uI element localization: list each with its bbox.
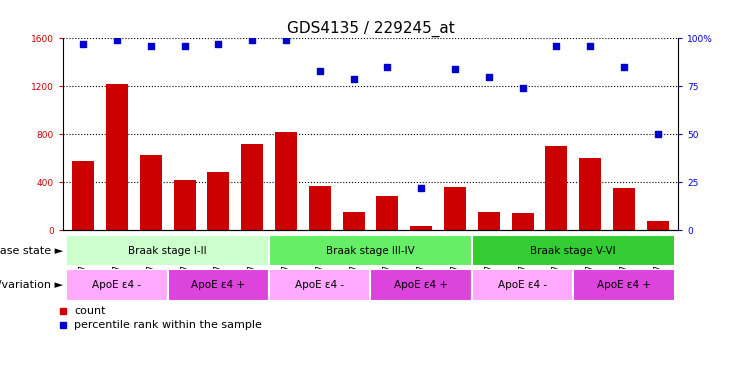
Bar [207,172,230,230]
Bar [647,221,668,230]
Point [584,43,596,49]
Text: ApoE ε4 -: ApoE ε4 - [93,280,142,290]
Point [382,64,393,70]
Bar [67,270,167,301]
Bar [472,235,674,266]
Point [652,131,664,137]
Point [415,185,427,191]
Point [213,41,225,47]
Bar [574,270,674,301]
Point [449,66,461,72]
Text: ApoE ε4 +: ApoE ε4 + [597,280,651,290]
Bar [472,270,574,301]
Bar [511,213,534,230]
Point [314,68,326,74]
Text: ApoE ε4 +: ApoE ε4 + [191,280,245,290]
Bar [613,188,635,230]
Text: disease state ►: disease state ► [0,245,63,256]
Text: Braak stage V-VI: Braak stage V-VI [531,245,616,256]
Point [246,37,258,43]
Bar [269,235,472,266]
Bar [376,195,399,230]
Point [77,41,89,47]
Bar [269,270,370,301]
Bar [242,144,263,230]
Point [145,43,157,49]
Point [348,76,359,82]
Bar [370,270,472,301]
Point [111,37,123,43]
Point [280,37,292,43]
Point [618,64,630,70]
Point [179,43,190,49]
Text: ApoE ε4 -: ApoE ε4 - [295,280,345,290]
Bar [73,161,94,230]
Bar [275,132,297,230]
Text: Braak stage I-II: Braak stage I-II [128,245,207,256]
Bar [478,212,499,230]
Text: percentile rank within the sample: percentile rank within the sample [74,320,262,330]
Title: GDS4135 / 229245_at: GDS4135 / 229245_at [287,21,454,37]
Bar [579,158,601,230]
Point [551,43,562,49]
Bar [106,84,128,230]
Bar [167,270,269,301]
Bar [444,187,466,230]
Bar [173,180,196,230]
Bar [545,146,568,230]
Bar [67,235,269,266]
Text: genotype/variation ►: genotype/variation ► [0,280,63,290]
Text: ApoE ε4 +: ApoE ε4 + [394,280,448,290]
Text: ApoE ε4 -: ApoE ε4 - [498,280,547,290]
Bar [342,212,365,230]
Point [483,74,495,80]
Bar [140,155,162,230]
Bar [411,225,432,230]
Bar [309,186,330,230]
Text: Braak stage III-IV: Braak stage III-IV [326,245,415,256]
Text: count: count [74,306,105,316]
Point [516,85,528,91]
